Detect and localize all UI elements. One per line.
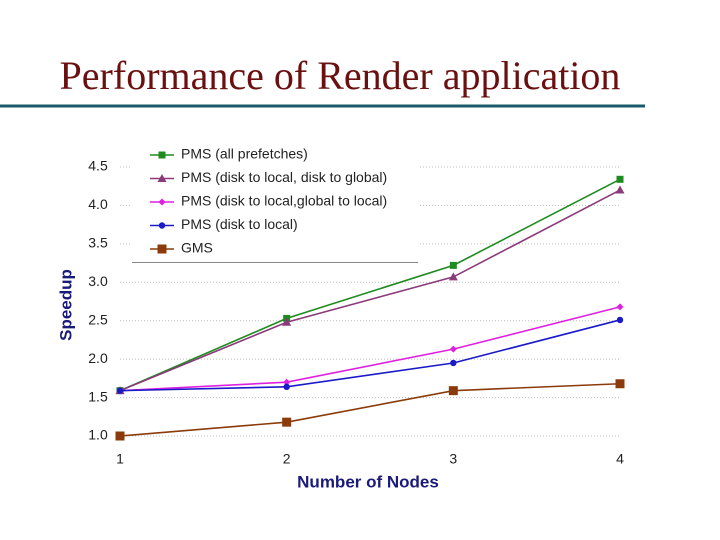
y-tick-label: 4.5 bbox=[88, 158, 108, 174]
series-line bbox=[119, 319, 621, 392]
y-tick-label: 3.0 bbox=[88, 273, 108, 289]
legend-label: PMS (disk to local, disk to global) bbox=[181, 169, 387, 185]
data-point bbox=[116, 387, 124, 394]
legend-label: PMS (disk to local,global to local) bbox=[181, 193, 387, 209]
y-axis-label: Speedup bbox=[56, 269, 75, 341]
legend-label: PMS (disk to local) bbox=[181, 216, 298, 232]
x-axis-label: Number of Nodes bbox=[297, 472, 439, 491]
legend-label: PMS (all prefetches) bbox=[181, 146, 308, 162]
data-point bbox=[450, 359, 457, 367]
y-tick-label: 1.0 bbox=[88, 427, 108, 443]
x-tick-label: 1 bbox=[116, 451, 124, 467]
x-tick-label: 3 bbox=[449, 451, 457, 467]
data-point bbox=[282, 417, 292, 427]
data-point bbox=[449, 345, 457, 353]
data-point bbox=[615, 379, 625, 389]
data-point bbox=[282, 317, 292, 326]
series-line bbox=[119, 189, 621, 392]
data-point bbox=[283, 378, 291, 386]
data-point bbox=[615, 185, 625, 194]
x-tick-label: 2 bbox=[283, 451, 291, 467]
data-point bbox=[449, 261, 457, 269]
data-point bbox=[616, 175, 624, 183]
series-line bbox=[119, 306, 621, 392]
y-tick-label: 2.5 bbox=[88, 311, 108, 327]
y-tick-label: 1.5 bbox=[88, 388, 108, 404]
data-point bbox=[283, 383, 290, 391]
legend-marker bbox=[158, 151, 166, 159]
slide-title: Performance of Render application bbox=[60, 53, 621, 98]
y-tick-label: 2.0 bbox=[88, 350, 108, 366]
data-point bbox=[448, 386, 458, 396]
legend-marker bbox=[158, 198, 166, 206]
y-tick-label: 3.5 bbox=[88, 235, 108, 251]
data-point bbox=[616, 303, 624, 311]
legend-box bbox=[132, 143, 420, 263]
y-tick-label: 4.0 bbox=[88, 196, 108, 212]
data-point bbox=[616, 316, 624, 324]
legend-marker bbox=[157, 244, 167, 254]
x-tick-label: 4 bbox=[616, 451, 624, 467]
series-line bbox=[119, 382, 621, 437]
legend-label: GMS bbox=[181, 240, 213, 256]
legend-marker bbox=[157, 174, 167, 182]
series-line bbox=[119, 178, 621, 392]
legend-marker bbox=[158, 222, 166, 229]
data-point bbox=[448, 272, 458, 281]
data-point bbox=[115, 431, 125, 441]
